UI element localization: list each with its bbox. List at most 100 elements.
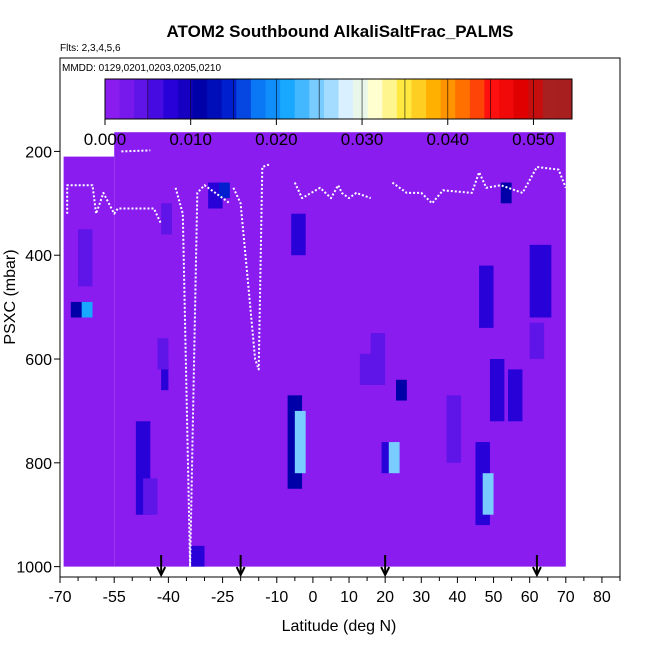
colorbar-segment <box>163 79 194 119</box>
colorbar-segment <box>221 79 252 119</box>
heatmap-cell <box>388 442 400 474</box>
colorbar-segment <box>105 79 135 119</box>
x-tick-label: 80 <box>593 589 611 606</box>
heatmap-cell <box>529 244 552 318</box>
y-axis-label: PSXC (mbar) <box>2 249 19 344</box>
plot-frame <box>59 57 621 578</box>
colorbar-tick-label: 0.040 <box>426 130 469 149</box>
colorbar-blend <box>207 79 223 119</box>
colorbar-segment <box>134 79 164 119</box>
colorbar-segment <box>426 79 456 119</box>
colorbar-segment <box>250 79 281 119</box>
x-tick-label: -10 <box>265 589 288 606</box>
x-tick-label: -55 <box>103 589 126 606</box>
colorbar-blend <box>382 79 398 119</box>
x-tick-label: 30 <box>412 589 430 606</box>
heatmap-cell <box>482 473 494 515</box>
colorbar-blend <box>265 79 281 119</box>
heatmap-cell <box>218 182 230 199</box>
colorbar-blend <box>119 79 135 119</box>
colorbar-blend <box>411 79 427 119</box>
coverage-region <box>63 156 115 567</box>
y-tick-label: 200 <box>25 144 52 161</box>
colorbar-blend <box>177 79 194 119</box>
colorbar-blend <box>440 79 456 119</box>
heatmap-cell <box>489 359 505 422</box>
colorbar-frame <box>104 78 573 120</box>
heatmap-cell <box>190 545 205 567</box>
flight-track <box>121 149 151 153</box>
x-axis-label: Latitude (deg N) <box>282 618 397 635</box>
flight-track <box>232 163 270 371</box>
heatmap-cell <box>81 301 93 318</box>
colorbar-segment <box>280 79 310 119</box>
chart-title: ATOM2 Southbound AlkaliSaltFrac_PALMS <box>167 22 514 41</box>
colorbar-tick-label: 0.020 <box>255 130 298 149</box>
x-tick-label: 20 <box>376 589 394 606</box>
colorbar-segment <box>513 79 544 119</box>
colorbar-blend <box>148 79 164 119</box>
heatmap-cell <box>457 203 469 235</box>
colorbar-segment <box>338 79 369 119</box>
heatmap-cell <box>508 369 523 422</box>
latitude-marker-arrow <box>156 566 167 578</box>
heatmap-cell <box>370 333 386 385</box>
heatmap-cell <box>381 442 393 474</box>
latitude-marker-arrow <box>235 566 246 578</box>
x-tick-label: 60 <box>521 589 539 606</box>
colorbar-segment <box>367 79 398 119</box>
x-tick-label: 70 <box>557 589 575 606</box>
colorbar-segment <box>455 79 485 119</box>
latitude-marker-arrow <box>532 566 542 578</box>
heatmap-cell <box>396 379 407 401</box>
colorbar-blend <box>353 79 369 119</box>
colorbar-segment <box>484 79 515 119</box>
flight-track <box>174 184 231 568</box>
x-tick-label: -70 <box>48 589 71 606</box>
y-tick-label: 600 <box>25 352 52 369</box>
flight-track <box>391 166 567 205</box>
x-tick-label: 50 <box>485 589 503 606</box>
flight-track <box>66 184 163 225</box>
latitude-marker-arrow <box>380 566 391 578</box>
heatmap-cell <box>479 265 494 328</box>
x-tick-label: -40 <box>157 589 180 606</box>
colorbar: 0.000 0.010 0.020 0.030 0.040 0.050 <box>84 78 573 149</box>
heatmap-cell <box>446 395 462 463</box>
heatmap-cell <box>143 478 158 515</box>
heatmap-cell <box>529 322 545 360</box>
colorbar-segment <box>396 79 427 119</box>
colorbar-tick-label: 0.010 <box>169 130 212 149</box>
y-tick-label: 1000 <box>16 560 52 577</box>
colorbar-blend <box>528 79 544 119</box>
heatmap-cell <box>294 410 306 474</box>
heatmap-cell <box>500 182 512 204</box>
dates-note: MMDD: 0129,0201,0203,0205,0210 <box>62 63 221 74</box>
x-tick-label: 10 <box>340 589 358 606</box>
y-tick-label: 800 <box>25 456 52 473</box>
plot-area <box>59 57 621 578</box>
heatmap-cell <box>161 203 172 235</box>
heatmap-cell <box>78 229 93 287</box>
colorbar-blend <box>236 79 252 119</box>
colorbar-blend <box>323 79 339 119</box>
flight-track <box>293 182 372 200</box>
colorbar-segment <box>542 79 573 119</box>
axes: -70 -55 -40 -25 -10 0 10 20 30 40 50 60 70 80 200 400 60… <box>16 144 621 606</box>
colorbar-blend <box>469 79 485 119</box>
colorbar-tick-label: 0.030 <box>341 130 384 149</box>
colorbar-tick-label: 0.000 <box>84 130 127 149</box>
colorbar-blend <box>294 79 310 119</box>
colorbar-blend <box>557 79 573 119</box>
x-tick-label: 0 <box>308 589 317 606</box>
heatmap-cell <box>157 338 169 370</box>
colorbar-segment <box>192 79 223 119</box>
colorbar-segment <box>309 79 339 119</box>
heatmap-cell <box>161 359 169 391</box>
y-tick-label: 400 <box>25 248 52 265</box>
x-tick-label: -25 <box>211 589 234 606</box>
heatmap-cell <box>291 213 306 256</box>
x-tick-label: 40 <box>449 589 467 606</box>
flights-note: Flts: 2,3,4,5,6 <box>60 43 121 54</box>
